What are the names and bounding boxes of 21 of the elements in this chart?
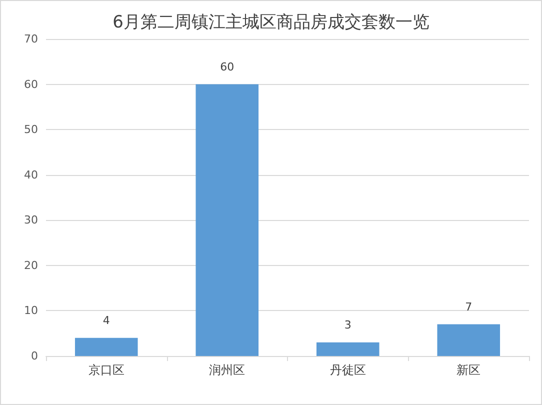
y-tick-label: 50 <box>24 123 38 136</box>
bar <box>74 338 138 356</box>
y-tick-label: 20 <box>24 258 38 272</box>
bar <box>437 324 500 356</box>
y-tick-label: 30 <box>24 214 38 227</box>
y-tick-label: 40 <box>24 168 38 182</box>
data-label: 60 <box>220 60 234 74</box>
data-label: 4 <box>102 314 110 327</box>
bar <box>316 342 380 356</box>
y-tick-label: 10 <box>24 304 38 318</box>
chart-title: 6月第二周镇江主城区商品房成交套数一览 <box>112 12 430 32</box>
y-tick-label: 70 <box>24 32 38 46</box>
x-tick-label: 丹徒区 <box>330 363 366 377</box>
x-tick-label: 润州区 <box>209 363 246 377</box>
x-tick-label: 新区 <box>456 363 481 377</box>
data-label: 3 <box>344 318 352 332</box>
x-tick-label: 京口区 <box>88 363 124 377</box>
y-tick-label: 60 <box>24 78 38 91</box>
y-tick-label: 0 <box>31 350 38 362</box>
data-label: 7 <box>465 300 472 314</box>
bar <box>196 84 259 356</box>
